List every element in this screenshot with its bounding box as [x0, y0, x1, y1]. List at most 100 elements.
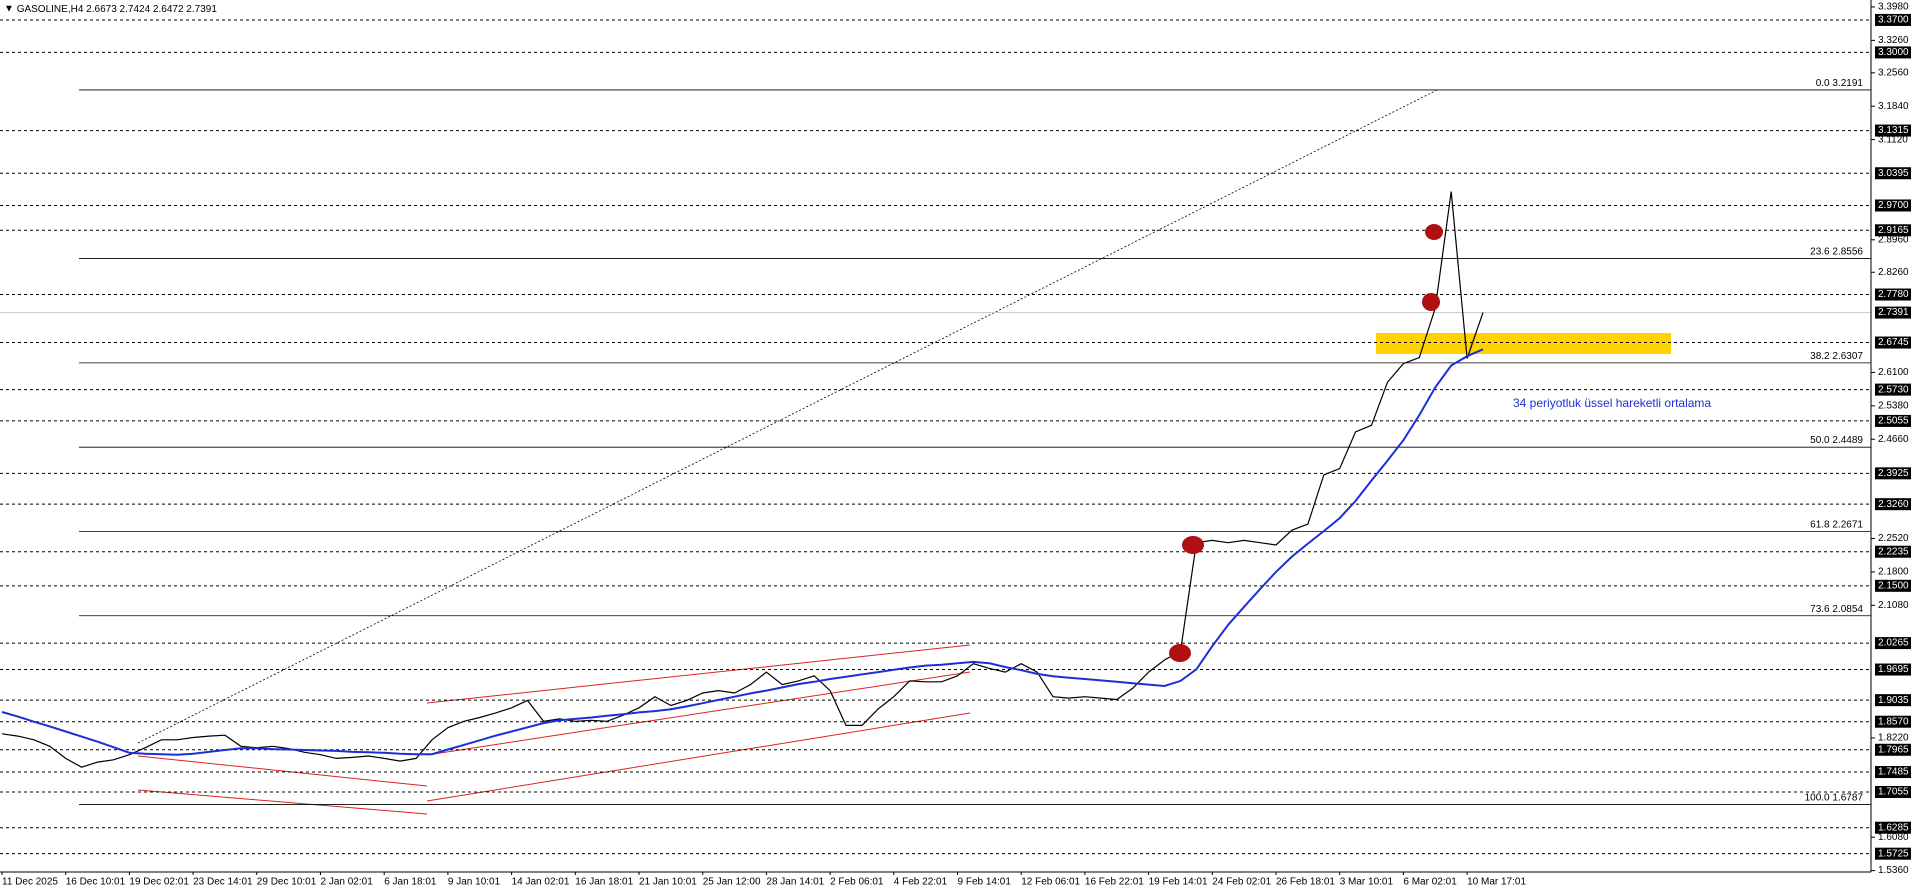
level-label: 1.5725 [1878, 848, 1909, 859]
x-tick-label: 26 Feb 18:01 [1276, 877, 1335, 888]
level-box [1875, 847, 1911, 860]
fib-price: 2.0854 [1832, 603, 1863, 614]
series-line [1, 348, 1484, 756]
channel-line [426, 671, 971, 756]
open: 2.6673 [86, 4, 117, 15]
fib-price: 2.2671 [1832, 519, 1863, 530]
header: ▼ GASOLINE,H4 2.6673 2.7424 2.6472 2.739… [4, 4, 217, 15]
symbol: GASOLINE,H4 [17, 4, 84, 15]
level-box [1875, 694, 1911, 707]
y-tick-label: 2.1800 [1878, 567, 1909, 578]
marker [1425, 224, 1443, 240]
x-tick-label: 6 Mar 02:01 [1403, 877, 1457, 888]
level-label: 3.1315 [1878, 125, 1909, 136]
y-tick-label: 3.2560 [1878, 67, 1909, 78]
fib-level: 100.0 [1805, 792, 1830, 803]
x-tick-label: 10 Mar 17:01 [1467, 877, 1526, 888]
channel-line [426, 644, 971, 704]
x-tick-label: 3 Mar 10:01 [1340, 877, 1394, 888]
x-tick-label: 16 Dec 10:01 [66, 877, 126, 888]
close: 2.7391 [186, 4, 217, 15]
level-label: 1.7055 [1878, 787, 1909, 798]
level-label: 3.3700 [1878, 15, 1909, 26]
x-tick-label: 25 Jan 12:00 [703, 877, 761, 888]
y-tick-label: 2.8960 [1878, 234, 1909, 245]
annotation: 34 periyotluk üssel hareketli ortalama [1513, 396, 1711, 410]
fib-price: 2.4489 [1832, 435, 1863, 446]
level-label: 2.3925 [1878, 468, 1909, 479]
level-box [1875, 199, 1911, 212]
x-tick-label: 14 Jan 02:01 [512, 877, 570, 888]
fib-label: 38.2 2.6307 [1810, 350, 1863, 361]
x-tick-label: 29 Dec 10:01 [257, 877, 317, 888]
y-tick-label: 3.3980 [1878, 2, 1909, 13]
level-label: 2.2235 [1878, 546, 1909, 557]
y-tick-label: 2.5380 [1878, 400, 1909, 411]
level-box [1875, 545, 1911, 558]
level-label: 2.7780 [1878, 289, 1909, 300]
marker [1422, 293, 1440, 311]
level-box [1875, 785, 1911, 798]
level-label: 2.1500 [1878, 580, 1909, 591]
level-label: 2.5730 [1878, 384, 1909, 395]
x-tick-label: 4 Feb 22:01 [894, 877, 948, 888]
fib-price: 2.8556 [1832, 246, 1863, 257]
level-box [1875, 498, 1911, 511]
level-box [1875, 46, 1911, 59]
level-box [1875, 663, 1911, 676]
fib-price: 2.6307 [1832, 350, 1863, 361]
high: 2.7424 [120, 4, 151, 15]
level-label: 2.9700 [1878, 200, 1909, 211]
level-label: 1.7485 [1878, 767, 1909, 778]
level-box [1875, 467, 1911, 480]
level-box [1875, 13, 1911, 26]
y-tick-label: 1.5360 [1878, 865, 1909, 876]
y-tick-label: 2.2520 [1878, 533, 1909, 544]
x-tick-label: 16 Jan 18:01 [575, 877, 633, 888]
level-label: 3.0395 [1878, 168, 1909, 179]
fib-level: 0.0 [1816, 78, 1830, 89]
plot: 0.0 3.2191 23.6 2.8556 38.2 2.6307 50.0 2.4… [0, 19, 1871, 855]
level-box [1875, 414, 1911, 427]
level-box [1875, 224, 1911, 237]
x-tick-label: 9 Jan 10:01 [448, 877, 501, 888]
x-tick-label: 11 Dec 2025 [2, 877, 58, 888]
fib-level: 61.8 [1810, 519, 1830, 530]
x-tick-label: 2 Jan 02:01 [321, 877, 374, 888]
y-tick-label: 3.3260 [1878, 35, 1909, 46]
fib-label: 73.6 2.0854 [1810, 603, 1863, 614]
fib-level: 50.0 [1810, 435, 1830, 446]
fib-label: 23.6 2.8556 [1810, 246, 1863, 257]
y-tick-label: 2.1080 [1878, 600, 1909, 611]
current-price-box [1875, 306, 1911, 319]
level-box [1875, 766, 1911, 779]
y-tick-label: 3.1120 [1878, 134, 1908, 145]
channel-line [137, 789, 428, 815]
y-tick-label: 2.4660 [1878, 434, 1909, 445]
channels [137, 644, 971, 815]
fib-label: 100.0 1.6787 [1805, 792, 1864, 803]
level-box [1875, 715, 1911, 728]
x-tick-label: 16 Feb 22:01 [1085, 877, 1144, 888]
fib-price: 1.6787 [1832, 792, 1863, 803]
markers [1169, 224, 1443, 662]
level-label: 2.5055 [1878, 416, 1909, 427]
level-label: 2.3260 [1878, 499, 1909, 510]
fib-label: 61.8 2.2671 [1810, 519, 1863, 530]
low: 2.6472 [153, 4, 184, 15]
x-tick-label: 21 Jan 10:01 [639, 877, 697, 888]
level-box [1875, 167, 1911, 180]
level-label: 1.9035 [1878, 695, 1909, 706]
zone [1376, 333, 1671, 354]
x-tick-label: 6 Jan 18:01 [384, 877, 437, 888]
x-tick-label: 23 Dec 14:01 [193, 877, 253, 888]
y-tick-label: 3.1840 [1878, 101, 1909, 112]
level-box [1875, 336, 1911, 349]
fib-label: 0.0 3.2191 [1816, 78, 1864, 89]
x-tick-label: 24 Feb 02:01 [1212, 877, 1271, 888]
level-label: 1.9695 [1878, 664, 1909, 675]
fib-level: 23.6 [1810, 246, 1830, 257]
level-label: 1.7965 [1878, 744, 1909, 755]
level-label: 2.6745 [1878, 337, 1909, 348]
